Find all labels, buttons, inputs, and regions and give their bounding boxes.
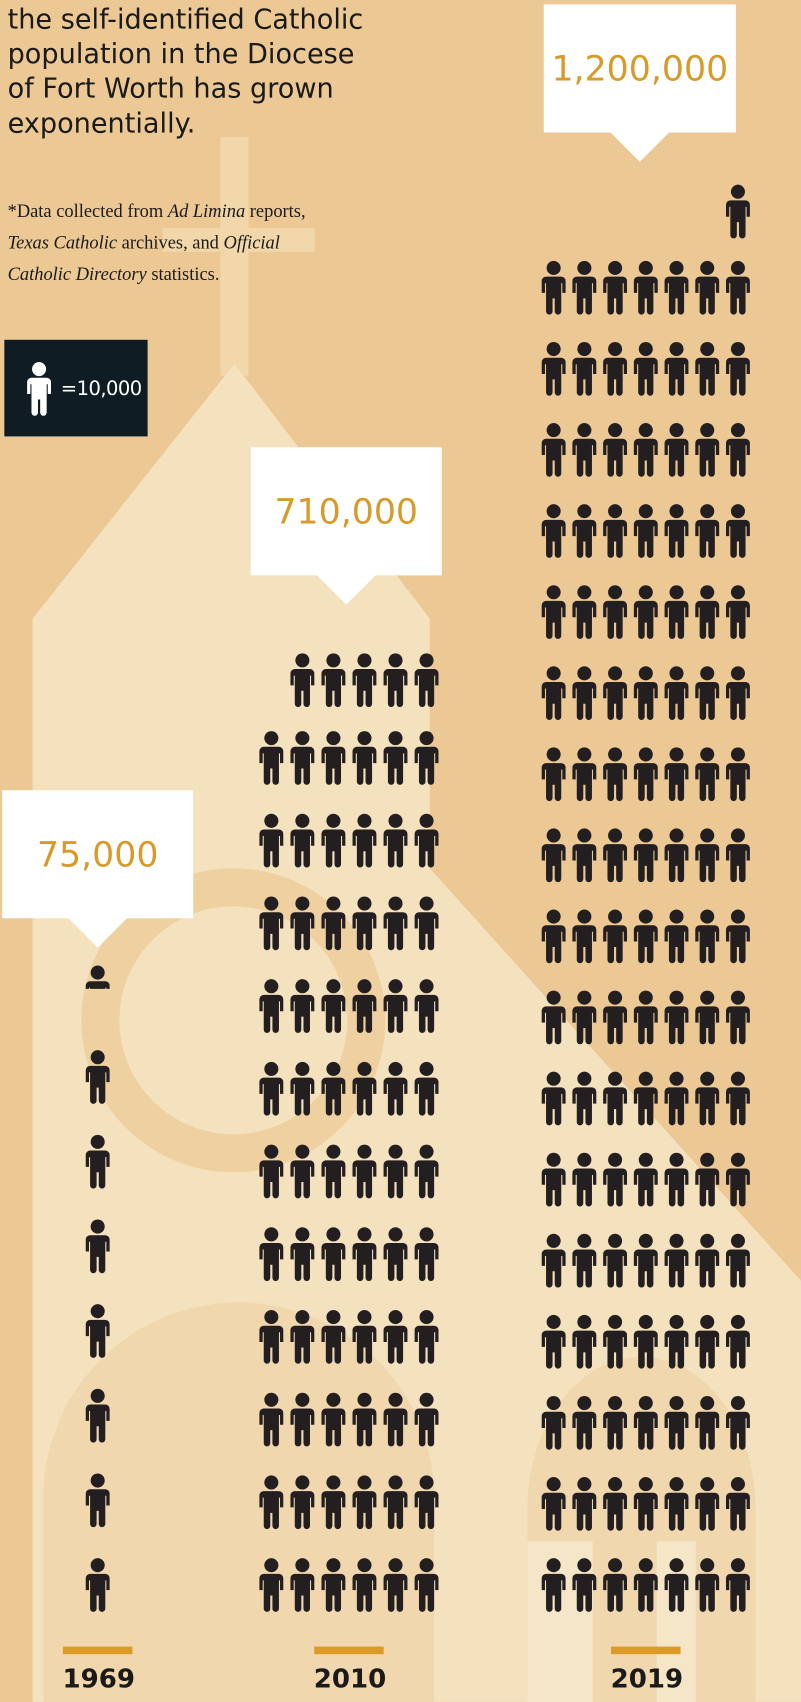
- footnote-segment: *Data collected from: [8, 201, 168, 221]
- rose-window-inner: [119, 906, 347, 1134]
- value-label: 1,200,000: [551, 50, 728, 90]
- title-line: exponentially.: [8, 108, 196, 139]
- cross-vertical: [220, 137, 248, 376]
- legend-label: =10,000: [61, 377, 142, 400]
- value-label: 75,000: [37, 835, 158, 875]
- title-line: population in the Diocese: [8, 39, 355, 70]
- footnote-segment: Official: [224, 233, 280, 253]
- footnote-segment: Texas Catholic: [8, 233, 117, 253]
- footnote-segment: statistics.: [147, 264, 220, 284]
- category-label: 1969: [63, 1665, 135, 1695]
- year-bar: [314, 1647, 383, 1655]
- footnote-segment: archives, and: [117, 233, 223, 253]
- footnote-line: Catholic Directory statistics.: [8, 264, 220, 284]
- footnote-segment: Catholic Directory: [8, 264, 148, 284]
- footnote-line: *Data collected from Ad Limina reports,: [8, 201, 306, 221]
- footnote-line: Texas Catholic archives, and Official: [8, 233, 280, 253]
- value-label: 710,000: [274, 492, 418, 532]
- title-line: of Fort Worth has grown: [8, 74, 334, 105]
- footnote-segment: Ad Limina: [166, 201, 245, 221]
- infographic: the self-identified Catholic population i…: [0, 0, 801, 1702]
- title-line: the self-identified Catholic: [8, 4, 364, 35]
- category-label: 2019: [611, 1665, 683, 1695]
- year-bar: [611, 1647, 680, 1655]
- year-bar: [63, 1647, 132, 1655]
- footnote-segment: reports,: [245, 201, 305, 221]
- category-label: 2010: [314, 1665, 386, 1695]
